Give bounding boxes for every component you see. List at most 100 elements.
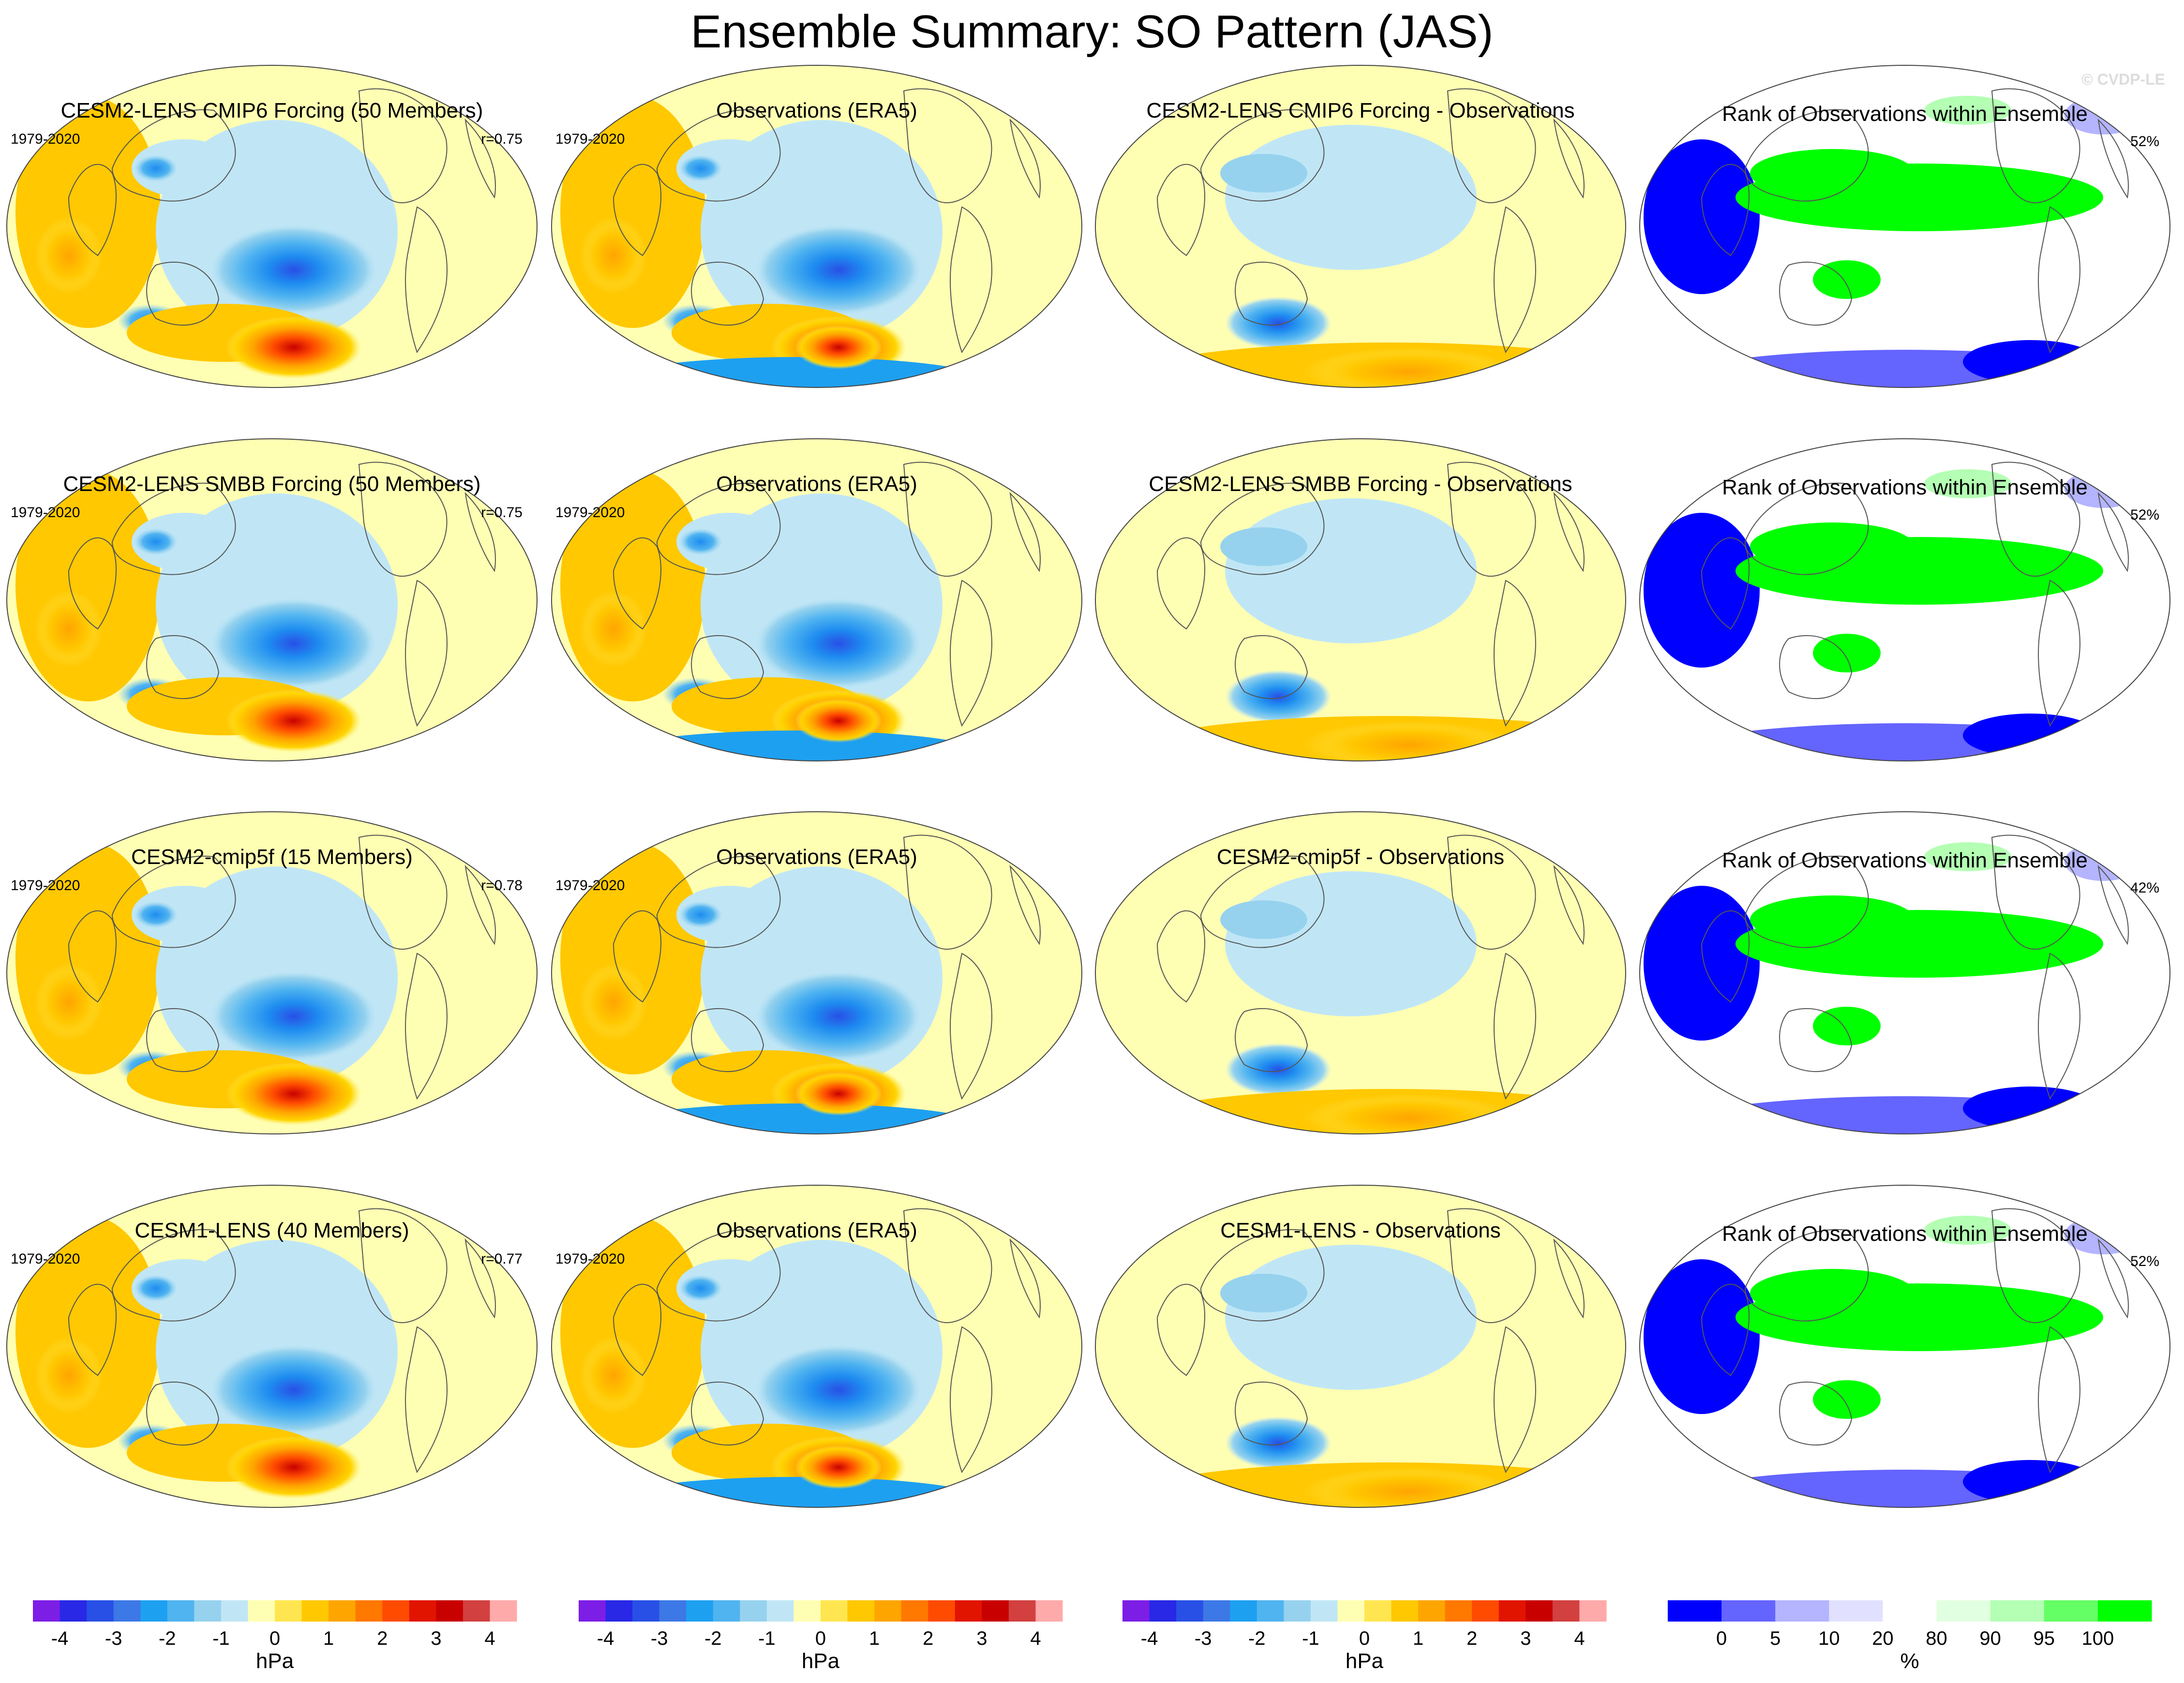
continent-outlines xyxy=(1701,834,2129,1100)
coastline xyxy=(2038,580,2080,727)
high-pressure-center xyxy=(1302,1094,1515,1134)
colorbar-tick-label: -3 xyxy=(105,1628,122,1649)
coastline xyxy=(405,1326,448,1474)
coastline xyxy=(358,462,448,577)
colorbar-slp-1: -4 -3 -2 -1 0 1 2 3 4 hPa xyxy=(33,1600,517,1673)
continent-outlines xyxy=(613,1208,1041,1474)
coastline xyxy=(1744,482,1869,575)
coastline xyxy=(464,865,496,945)
panel-title: Rank of Observations within Ensemble xyxy=(1722,476,2088,499)
colorbar-tick-label: -2 xyxy=(704,1628,722,1649)
colorbar-tick-label: 0 xyxy=(1716,1628,1727,1649)
rank-percentage: 52% xyxy=(2130,507,2159,523)
coastline xyxy=(1553,1238,1585,1319)
coastline xyxy=(691,1008,764,1072)
rank-percentage: 52% xyxy=(2130,134,2159,149)
period-label: 1979-2020 xyxy=(11,878,80,894)
coastline xyxy=(146,261,220,326)
colorbar-tick-label: -4 xyxy=(1141,1628,1158,1649)
coastline xyxy=(1744,1229,1869,1322)
negative-anomaly-region xyxy=(676,886,783,944)
negative-anomaly-region xyxy=(676,139,783,197)
period-label: 1979-2020 xyxy=(555,1251,625,1267)
colorbar-swatch xyxy=(955,1600,982,1622)
continent-outlines xyxy=(1156,462,1585,727)
colorbar-swatch xyxy=(1668,1600,1722,1622)
coastline xyxy=(464,119,496,199)
map-border xyxy=(551,438,1082,761)
colorbar-tick-label: 80 xyxy=(1926,1628,1947,1649)
coastline xyxy=(2097,1238,2129,1319)
coastline xyxy=(1744,855,1869,948)
panel-title: Observations (ERA5) xyxy=(716,1219,917,1242)
colorbar-swatch xyxy=(140,1600,168,1622)
period-label: 1979-2020 xyxy=(11,131,80,147)
colorbar-swatch xyxy=(1775,1600,1829,1622)
colorbar-swatch xyxy=(1310,1600,1338,1622)
low-rank-band xyxy=(1653,1096,2156,1134)
colorbar-tick-label: 1 xyxy=(323,1628,334,1649)
pattern-correlation: r=0.78 xyxy=(481,878,523,894)
colorbar-swatch xyxy=(982,1600,1009,1622)
continent-outlines xyxy=(68,462,496,727)
map-border xyxy=(1639,1185,2170,1508)
colorbar-swatch xyxy=(874,1600,902,1622)
low-pressure-center xyxy=(1225,670,1331,723)
rank-percentage: 52% xyxy=(2130,1253,2159,1269)
high-rank-region xyxy=(1750,895,1915,944)
high-pressure-center xyxy=(1302,347,1515,387)
colorbar-tick-label: 4 xyxy=(1030,1628,1041,1649)
low-pressure-center xyxy=(679,901,722,928)
high-rank-region xyxy=(1750,522,1915,571)
low-pressure-center xyxy=(1225,1416,1331,1470)
high-rank-region xyxy=(1924,96,2011,125)
high-pressure-center xyxy=(795,1445,882,1489)
low-pressure-center xyxy=(679,155,722,182)
colorbar-tick-label: 1 xyxy=(1413,1628,1423,1649)
coastline xyxy=(1494,953,1536,1100)
map-border xyxy=(6,438,538,761)
low-pressure-center xyxy=(134,155,178,182)
coastline xyxy=(656,482,781,575)
watermark: © CVDP-LE xyxy=(2081,71,2165,88)
coastline xyxy=(405,206,448,354)
colorbar-swatch xyxy=(1230,1600,1257,1622)
colorbar-swatch xyxy=(1008,1600,1036,1622)
rank-percentage: 42% xyxy=(2130,880,2159,896)
coastline xyxy=(1235,1008,1308,1072)
coastline xyxy=(2038,953,2080,1100)
high-pressure-center xyxy=(795,326,882,369)
colorbar-swatch xyxy=(1122,1600,1150,1622)
colorbar-swatch xyxy=(1337,1600,1365,1622)
negative-anomaly-region xyxy=(1220,900,1307,939)
colorbar-swatch xyxy=(2044,1600,2098,1622)
panel-model-row4: CESM1-LENS (40 Members) 1979-2020 r=0.77 xyxy=(6,1185,538,1508)
colorbar-slp-3: -4 -3 -2 -1 0 1 2 3 4 hPa xyxy=(1122,1600,1607,1673)
colorbar-swatch xyxy=(1721,1600,1776,1622)
panel-title: Rank of Observations within Ensemble xyxy=(1722,1222,2088,1246)
colorbar-tick-label: -3 xyxy=(651,1628,668,1649)
colorbar-swatch xyxy=(436,1600,464,1622)
high-pressure-center xyxy=(580,963,647,1041)
panel-rank-row2: Rank of Observations within Ensemble 52% xyxy=(1639,438,2170,761)
colorbar-tick-label: -2 xyxy=(159,1628,176,1649)
coastline xyxy=(1156,1283,1206,1376)
low-pressure-center xyxy=(134,528,178,555)
colorbar-tick-label: 0 xyxy=(269,1628,280,1649)
colorbar-swatch xyxy=(60,1600,87,1622)
colorbar-swatch xyxy=(1364,1600,1392,1622)
coastline xyxy=(1991,1208,2080,1324)
continent-outlines xyxy=(613,88,1041,354)
negative-anomaly-region xyxy=(1225,498,1477,643)
colorbar-swatch xyxy=(87,1600,114,1622)
colorbar-swatch xyxy=(1418,1600,1446,1622)
low-rank-region xyxy=(1963,1460,2098,1504)
colorbar-swatch xyxy=(113,1600,141,1622)
colorbar-swatch xyxy=(632,1600,660,1622)
colorbar-swatch xyxy=(409,1600,436,1622)
coastline xyxy=(68,537,117,630)
coastline xyxy=(1553,492,1585,572)
negative-anomaly-region xyxy=(132,886,238,944)
high-pressure-center xyxy=(580,590,647,668)
